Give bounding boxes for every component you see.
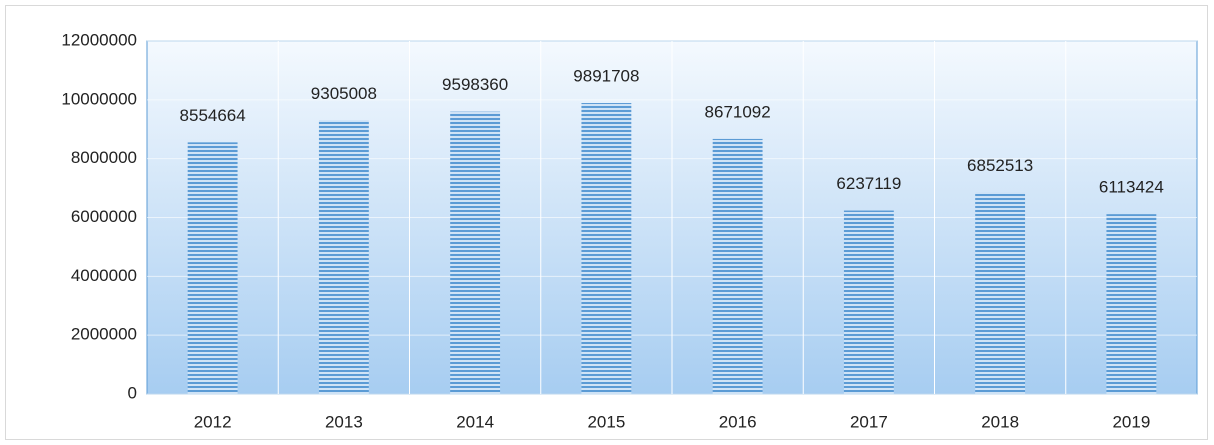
data-label: 8671092	[705, 102, 771, 121]
x-tick-label: 2012	[194, 412, 232, 431]
x-tick-label: 2013	[325, 412, 363, 431]
data-label: 6237119	[836, 174, 901, 193]
data-label: 6852513	[967, 156, 1033, 175]
bar	[712, 138, 763, 394]
y-tick-label: 12000000	[61, 30, 137, 49]
y-tick-label: 8000000	[71, 148, 137, 167]
y-tick-label: 2000000	[71, 325, 137, 344]
data-label: 9891708	[573, 67, 639, 86]
bar	[187, 142, 238, 394]
y-tick-label: 6000000	[71, 207, 137, 226]
data-label: 9305008	[311, 84, 377, 103]
y-tick-label: 4000000	[71, 266, 137, 285]
y-tick-label: 10000000	[61, 89, 137, 108]
x-tick-label: 2015	[587, 412, 625, 431]
x-tick-label: 2014	[456, 412, 494, 431]
bar	[581, 103, 632, 394]
data-label: 6113424	[1099, 178, 1164, 197]
bar	[318, 120, 369, 394]
bar	[1106, 214, 1157, 394]
bar	[843, 210, 894, 394]
x-tick-label: 2019	[1112, 412, 1150, 431]
x-tick-label: 2018	[981, 412, 1019, 431]
data-label: 8554664	[180, 106, 246, 125]
bar	[450, 111, 501, 394]
y-tick-label: 0	[128, 383, 137, 402]
x-tick-label: 2017	[850, 412, 888, 431]
x-tick-label: 2016	[719, 412, 757, 431]
bar	[975, 192, 1026, 394]
data-label: 9598360	[442, 75, 508, 94]
